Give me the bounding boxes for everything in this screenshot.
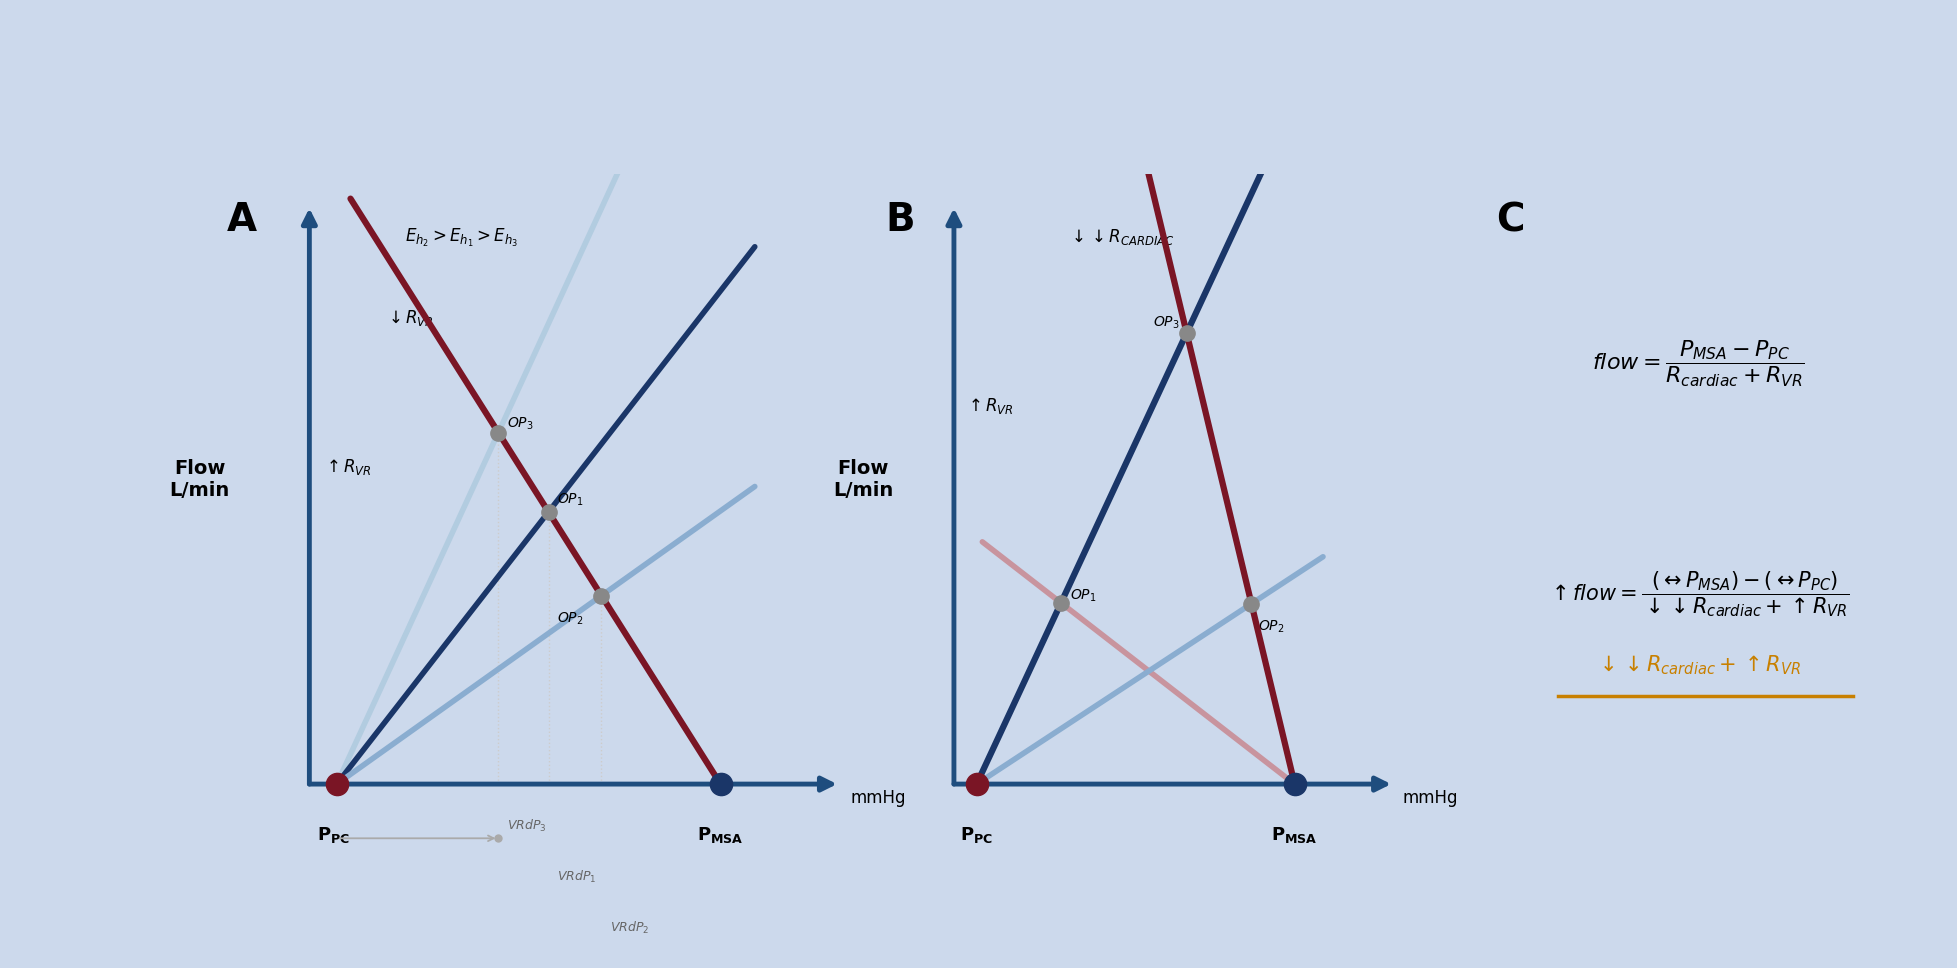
Text: $\mathbf{P_{PC}}$: $\mathbf{P_{PC}}$ [317,825,350,845]
Text: $VRdP_1$: $VRdP_1$ [556,869,595,885]
Text: Flow
L/min: Flow L/min [170,459,229,499]
Text: $\mathbf{P_{PC}}$: $\mathbf{P_{PC}}$ [959,825,992,845]
Text: A: A [227,201,256,239]
Text: $E_{h_2} > E_{h_1} > E_{h_3}$: $E_{h_2} > E_{h_1} > E_{h_3}$ [405,227,519,249]
Text: $\downarrow\downarrow R_{cardiac} + \uparrow R_{VR}$: $\downarrow\downarrow R_{cardiac} + \upa… [1595,653,1800,678]
Text: $\mathbf{P_{MSA}}$: $\mathbf{P_{MSA}}$ [1270,825,1317,845]
Text: $\downarrow\downarrow R_{CARDIAC}$: $\downarrow\downarrow R_{CARDIAC}$ [1067,227,1174,247]
Text: C: C [1495,201,1525,239]
Text: $VRdP_3$: $VRdP_3$ [507,818,546,834]
Text: $\uparrow R_{VR}$: $\uparrow R_{VR}$ [323,458,372,477]
Text: $OP_1$: $OP_1$ [556,492,583,508]
Text: B: B [885,201,916,239]
Text: $OP_2$: $OP_2$ [1258,619,1284,635]
Text: $OP_3$: $OP_3$ [507,415,532,432]
Text: $OP_2$: $OP_2$ [556,611,583,627]
Text: mmHg: mmHg [1401,789,1458,806]
Text: $\downarrow R_{VR}$: $\downarrow R_{VR}$ [384,309,432,328]
Text: $VRdP_2$: $VRdP_2$ [609,920,648,936]
Text: mmHg: mmHg [849,789,906,806]
Text: $\uparrow \mathit{flow} = \dfrac{(\leftrightarrow P_{MSA})-(\leftrightarrow P_{P: $\uparrow \mathit{flow} = \dfrac{(\leftr… [1546,569,1849,620]
Text: $OP_1$: $OP_1$ [1069,588,1096,604]
Text: Flow
L/min: Flow L/min [832,459,892,499]
Text: $OP_3$: $OP_3$ [1153,315,1178,331]
Text: $\mathit{flow} = \dfrac{P_{MSA} - P_{PC}}{R_{cardiac} + R_{VR}}$: $\mathit{flow} = \dfrac{P_{MSA} - P_{PC}… [1591,339,1804,389]
Text: $\mathbf{P_{MSA}}$: $\mathbf{P_{MSA}}$ [697,825,744,845]
Text: $\uparrow R_{VR}$: $\uparrow R_{VR}$ [965,397,1014,416]
